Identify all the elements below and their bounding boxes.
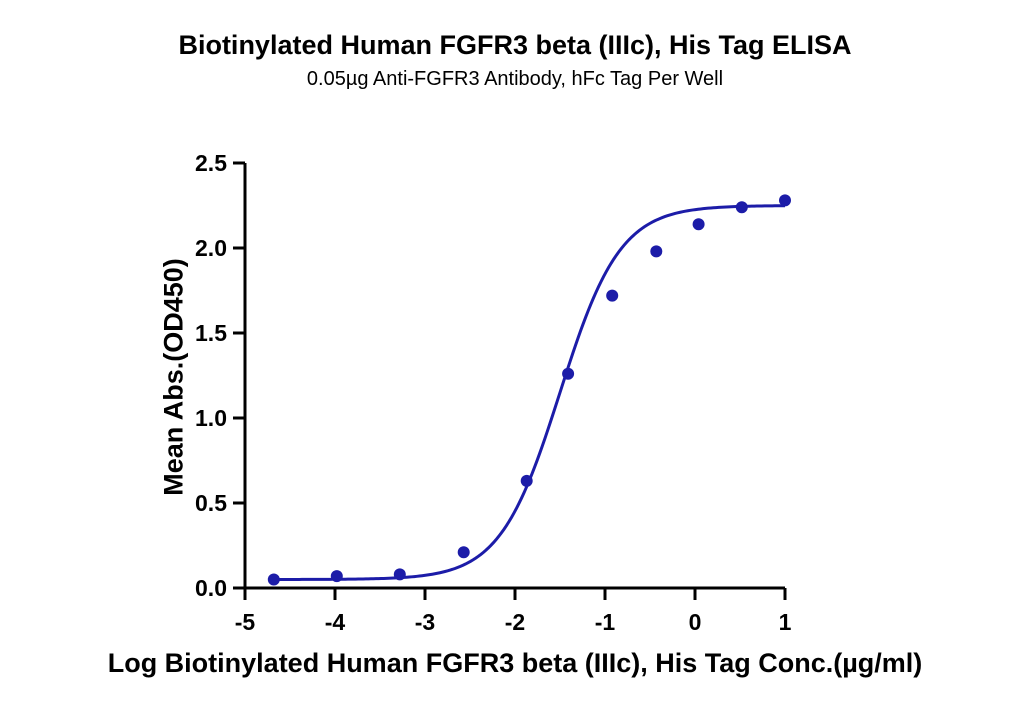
data-point	[393, 568, 406, 581]
x-tick-label: -1	[595, 609, 616, 635]
y-tick-label: 0.0	[195, 575, 227, 601]
x-tick-label: -5	[235, 609, 256, 635]
y-tick-label: 2.5	[195, 150, 227, 176]
x-axis-label: Log Biotinylated Human FGFR3 beta (IIIc)…	[107, 648, 923, 678]
y-axis-label: Mean Abs.(OD450)	[158, 258, 189, 496]
ticks: -5 -4 -3 -2 -1 0 1 0.0 0.5 1.0 1.5 2.0 2.5	[195, 150, 792, 635]
y-tick-label: 0.5	[195, 490, 227, 516]
data-point	[457, 546, 470, 559]
data-point	[606, 289, 619, 302]
x-tick-label: 1	[779, 609, 792, 635]
data-point	[779, 194, 791, 207]
x-tick-label: 0	[689, 609, 702, 635]
data-point	[692, 218, 705, 231]
data-point	[330, 570, 343, 583]
y-tick-label: 1.0	[195, 405, 227, 431]
data-point	[650, 245, 663, 258]
y-tick-label: 1.5	[195, 320, 227, 346]
data-point	[267, 573, 280, 586]
fit-curve	[273, 204, 786, 581]
chart-title: Biotinylated Human FGFR3 beta (IIIc), Hi…	[178, 30, 852, 60]
data-point	[520, 474, 533, 487]
chart-subtitle: 0.05µg Anti-FGFR3 Antibody, hFc Tag Per …	[306, 68, 724, 90]
data-point	[735, 201, 748, 214]
x-tick-label: -3	[415, 609, 435, 635]
y-tick-label: 2.0	[195, 235, 227, 261]
data-point	[562, 367, 575, 380]
data-points	[267, 194, 791, 586]
x-tick-label: -2	[505, 609, 525, 635]
x-tick-label: -4	[325, 609, 346, 635]
